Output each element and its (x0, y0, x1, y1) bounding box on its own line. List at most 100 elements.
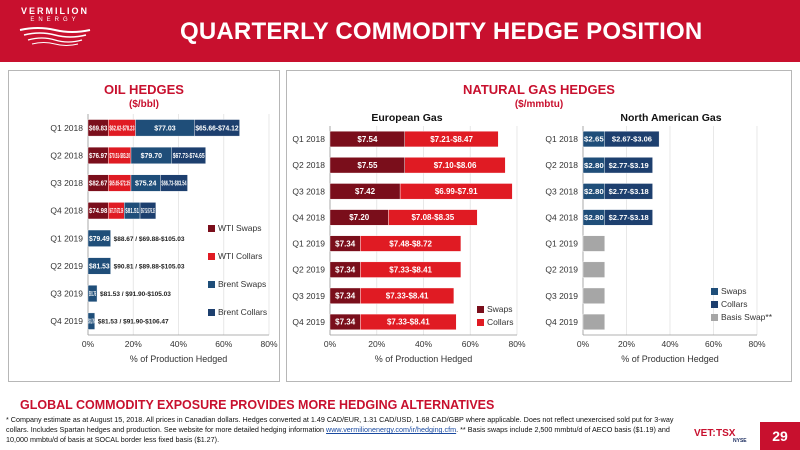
legend-swatch (711, 288, 718, 295)
bar-segment (360, 261, 462, 278)
data-label: $67.37-$72.36 (109, 208, 123, 215)
bar-segment (404, 131, 499, 148)
y-tick-label: Q2 2019 (545, 265, 578, 275)
data-label: $7.33-$8.41 (389, 265, 432, 274)
chart-title: European Gas (371, 112, 442, 124)
data-label: $7.34 (335, 265, 356, 274)
data-label: $67.52-$76.15 (141, 208, 155, 215)
bar-segment (87, 285, 98, 303)
y-tick-label: Q3 2018 (50, 178, 83, 188)
north-american-gas-chart: North American Gas 0% 20% 40% 60% 80% % of Pro… (545, 112, 772, 364)
y-tick-label: Q3 2018 (545, 186, 578, 196)
y-tick-label: Q3 2019 (545, 291, 578, 301)
y-tick-label: Q1 2019 (50, 233, 83, 243)
gas-hedges-panel: NATURAL GAS HEDGES ($/mmbtu) European Ga… (286, 70, 792, 382)
bar-segment (160, 174, 188, 192)
y-tick-label: Q3 2019 (50, 289, 83, 299)
gas-panel-title: NATURAL GAS HEDGES (463, 82, 615, 97)
y-tick-label: Q2 2018 (292, 160, 325, 170)
data-label: $7.55 (357, 161, 378, 170)
legend-swatch (477, 306, 484, 313)
legend-swatch (208, 253, 215, 260)
header-bar: VERMILION ENERGY QUARTERLY COMMODITY HED… (0, 0, 800, 62)
legend-label: Swaps (721, 286, 747, 296)
bar-segment (87, 312, 95, 330)
legend-label: Collars (721, 299, 747, 309)
chart-title: North American Gas (620, 112, 721, 124)
data-label: $69.83 (89, 125, 107, 132)
tsx-ticker: TSX (716, 428, 736, 439)
data-label: $7.21-$8.47 (430, 135, 473, 144)
y-tick-label: Q4 2019 (292, 317, 325, 327)
data-label: $81.53 / $91.90-$106.47 (98, 319, 169, 326)
data-label: $90.81 / $89.88-$105.03 (114, 263, 185, 270)
data-label: $75.24 (135, 181, 157, 188)
y-tick-label: Q2 2018 (545, 160, 578, 170)
data-label: $67.73-$74.65 (173, 153, 205, 160)
legend-label: Brent Collars (218, 307, 267, 317)
oil-hedges-panel: OIL HEDGES ($/bbl) 0% 20% 40% 60% 80% % of Pr… (8, 70, 280, 382)
footnote: * Company estimate as at August 15, 2018… (6, 415, 676, 445)
page-number: 29 (760, 422, 800, 450)
page-title: QUARTERLY COMMODITY HEDGE POSITION (180, 18, 703, 45)
bar-segment (87, 229, 111, 247)
oil-hedge-chart: 0% 20% 40% 60% 80% % of Production Hedged Q1 2… (50, 114, 278, 364)
hedging-link[interactable]: www.vermilionenergy.com/ir/hedging.cfm (326, 425, 457, 434)
data-label: $2.80 (584, 161, 604, 170)
data-label: $2.67-$3.06 (612, 135, 652, 144)
data-label: $7.34 (335, 239, 356, 248)
data-label: $7.42 (355, 187, 376, 196)
data-label: $7.34 (335, 318, 356, 327)
logo-text: VERMILION (20, 6, 89, 16)
bar-segment (399, 183, 513, 200)
x-tick-label: 0% (577, 339, 590, 349)
legend-label: WTI Swaps (218, 223, 261, 233)
data-label: $65.65-$72.35 (109, 181, 130, 188)
bar-segment (360, 235, 462, 252)
bar-segment (582, 235, 605, 252)
data-label: $7.48-$8.72 (389, 239, 432, 248)
bar-segment (171, 146, 206, 164)
data-label: $65.66-$74.12 (195, 125, 238, 132)
legend-swatch (711, 314, 718, 321)
x-tick-label: 20% (618, 339, 635, 349)
y-tick-label: Q4 2018 (292, 212, 325, 222)
bar-segment (604, 209, 653, 226)
y-tick-label: Q1 2018 (292, 134, 325, 144)
y-tick-label: Q2 2018 (50, 150, 83, 160)
data-label: $74.98 (89, 208, 107, 215)
data-label: $2.77-$3.18 (609, 213, 649, 222)
logo-subtext: ENERGY (30, 17, 80, 23)
y-tick-label: Q3 2019 (292, 291, 325, 301)
data-label: $7.08-$8.35 (411, 213, 454, 222)
data-label: $81.51 (125, 208, 139, 215)
legend-swatch (208, 309, 215, 316)
x-tick-label: 40% (170, 339, 187, 349)
legend-swatch (208, 281, 215, 288)
data-label: $2.80 (584, 187, 604, 196)
bar-segment (582, 313, 605, 330)
x-tick-label: 80% (508, 339, 525, 349)
legend-label: Collars (487, 317, 513, 327)
y-tick-label: Q1 2019 (292, 239, 325, 249)
legend-swatch (208, 225, 215, 232)
legend-swatch (477, 319, 484, 326)
x-tick-label: 60% (462, 339, 479, 349)
nyse-ticker: NYSE (733, 438, 747, 444)
bar-segment (360, 287, 455, 304)
x-tick-label: 40% (661, 339, 678, 349)
data-label: $62.62-$78.23 (109, 125, 134, 132)
data-label: $7.34 (335, 292, 356, 301)
bar-segment (604, 131, 660, 148)
y-tick-label: Q1 2019 (545, 239, 578, 249)
data-label: $76.97 (89, 153, 107, 160)
bar-segment (604, 183, 653, 200)
y-tick-label: Q4 2019 (50, 316, 83, 326)
bar-segment (87, 257, 111, 275)
x-tick-label: 80% (260, 339, 277, 349)
y-tick-label: Q4 2019 (545, 317, 578, 327)
bar-segment (404, 157, 506, 174)
bar-segment (582, 261, 605, 278)
data-label: $81.53 (89, 263, 110, 270)
data-label: $77.03 (154, 125, 176, 132)
